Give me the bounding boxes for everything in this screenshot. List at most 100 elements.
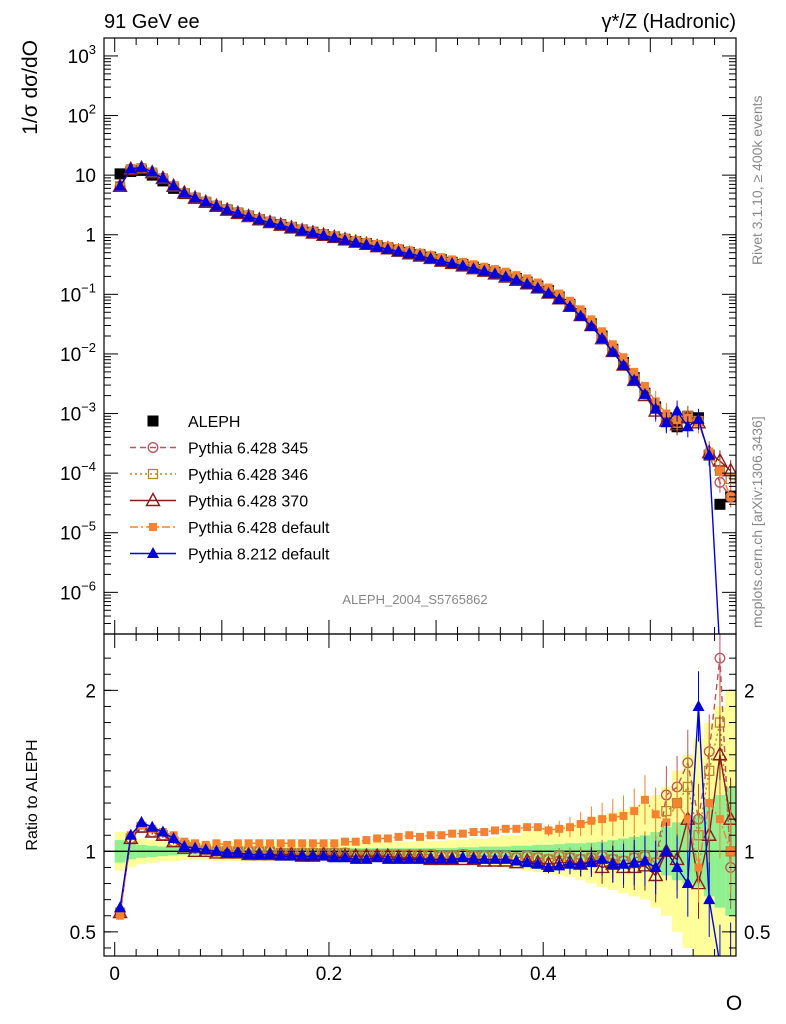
ratio-point-p6def xyxy=(533,823,542,832)
ratio-point-p8def xyxy=(124,828,137,840)
point-p8def xyxy=(499,270,512,282)
ratio-frame xyxy=(103,633,737,957)
point-p8def xyxy=(146,165,159,177)
ratio-point-p8def xyxy=(178,840,191,852)
ratio-point-p8def xyxy=(478,852,491,864)
point-p370 xyxy=(605,343,621,358)
point-p8def xyxy=(317,229,330,241)
ratio-point-p8def xyxy=(456,851,469,863)
point-p8def xyxy=(435,254,448,266)
ratio-point-p8def xyxy=(392,852,405,864)
main-y-axis-label: 1/σ dσ/dO xyxy=(19,40,42,135)
ratio-point-p6def xyxy=(673,799,682,808)
ratio-point-p8def xyxy=(349,852,362,864)
ratio-point-p6def xyxy=(587,816,596,825)
ratio-point-p345 xyxy=(714,652,726,664)
point-p370 xyxy=(594,330,610,345)
ratio-point-p6def xyxy=(223,840,232,849)
ratio-point-p6def xyxy=(555,824,564,833)
ratio-point-p8def xyxy=(638,854,651,866)
ratio-point-p6def xyxy=(362,836,371,845)
point-p8def xyxy=(296,224,309,236)
ratio-point-p8def xyxy=(531,857,544,869)
point-p8def xyxy=(596,331,609,343)
series-line-p346 xyxy=(119,167,732,480)
legend-marker-p345 xyxy=(147,442,159,453)
ratio-line-p8def xyxy=(119,706,720,956)
ratio-point-p8def xyxy=(296,849,309,861)
point-p8def xyxy=(306,226,319,238)
point-p6def xyxy=(598,327,607,336)
ratio-point-p6def xyxy=(383,834,392,843)
ratio-point-p8def xyxy=(360,852,373,864)
x-tick-label: 0 xyxy=(109,964,120,985)
ratio-point-p8def xyxy=(253,848,266,860)
ratio-point-p6def xyxy=(598,815,607,824)
mcplots-label: mcplots.cern.ch [arXiv:1306.3436] xyxy=(749,416,765,628)
point-p8def xyxy=(553,292,566,304)
ratio-point-p8def xyxy=(521,856,534,868)
ratio-point-p6def xyxy=(448,829,457,838)
point-p8def xyxy=(199,195,212,207)
ratio-point-p8def xyxy=(189,841,202,853)
ratio-point-p8def xyxy=(617,857,630,869)
point-p8def xyxy=(371,240,384,252)
ratio-point-p8def xyxy=(585,856,598,868)
header-left: 91 GeV ee xyxy=(104,11,200,33)
ratio-point-p8def xyxy=(328,851,341,863)
ratio-point-p370 xyxy=(712,746,728,761)
ratio-point-p8def xyxy=(510,854,523,866)
legend-marker-p346 xyxy=(147,468,159,480)
legend-label-p8def: Pythia 8.212 default xyxy=(188,547,330,564)
point-p8def xyxy=(403,247,416,259)
ratio-point-p8def xyxy=(499,852,512,864)
point-p6def xyxy=(576,305,585,314)
ratio-point-p6def xyxy=(244,839,253,848)
point-p8def xyxy=(135,160,148,172)
point-p370 xyxy=(626,371,642,387)
ratio-y-tick-label: 1 xyxy=(85,842,96,863)
watermark: ALEPH_2004_S5765862 xyxy=(342,592,487,607)
ratio-point-p8def xyxy=(574,857,587,869)
ratio-point-p8def xyxy=(231,846,244,858)
point-p8def xyxy=(424,251,437,263)
point-p6def xyxy=(587,315,596,324)
point-p6def xyxy=(630,367,639,376)
ratio-point-p8def xyxy=(317,849,330,861)
ratio-point-p6def xyxy=(544,826,553,835)
ratio-point-p370 xyxy=(294,847,310,862)
legend: ALEPH Pythia 6.428 345 Pythia 6.428 346 Pyt… xyxy=(130,414,330,564)
point-p8def xyxy=(606,345,619,357)
ratio-y-tick-label-right: 1 xyxy=(744,842,755,863)
ratio-point-p6def xyxy=(576,819,585,828)
point-p8def xyxy=(638,387,651,399)
ratio-point-p8def xyxy=(114,901,127,913)
point-p8def xyxy=(210,199,223,211)
ratio-point-p8def xyxy=(467,852,480,864)
y-tick-label: 102 xyxy=(68,102,96,128)
point-p6def xyxy=(608,340,617,349)
series-line-p8def xyxy=(119,166,720,634)
ratio-point-p8def xyxy=(649,860,662,872)
ratio-point-p8def xyxy=(435,852,448,864)
point-p8def xyxy=(649,402,662,414)
point-p8def xyxy=(456,259,469,271)
ratio-line-p346 xyxy=(119,722,732,913)
ratio-point-p8def xyxy=(725,958,737,969)
ratio-point-p6def xyxy=(640,795,649,804)
point-data xyxy=(114,168,126,180)
ratio-point-p6def xyxy=(233,839,242,848)
x-tick-label: 0.2 xyxy=(316,964,342,985)
ratio-point-p6def xyxy=(662,818,671,827)
point-p8def xyxy=(617,358,630,370)
point-p8def xyxy=(467,262,480,274)
point-p8def xyxy=(563,300,576,312)
ratio-point-p370 xyxy=(423,850,439,866)
legend-label-p370: Pythia 6.428 370 xyxy=(188,494,308,511)
ratio-point-p8def xyxy=(146,820,159,832)
point-p8def xyxy=(167,179,180,191)
point-p8def xyxy=(124,162,137,174)
point-p8def xyxy=(510,273,523,285)
ratio-point-p6def xyxy=(715,815,724,824)
